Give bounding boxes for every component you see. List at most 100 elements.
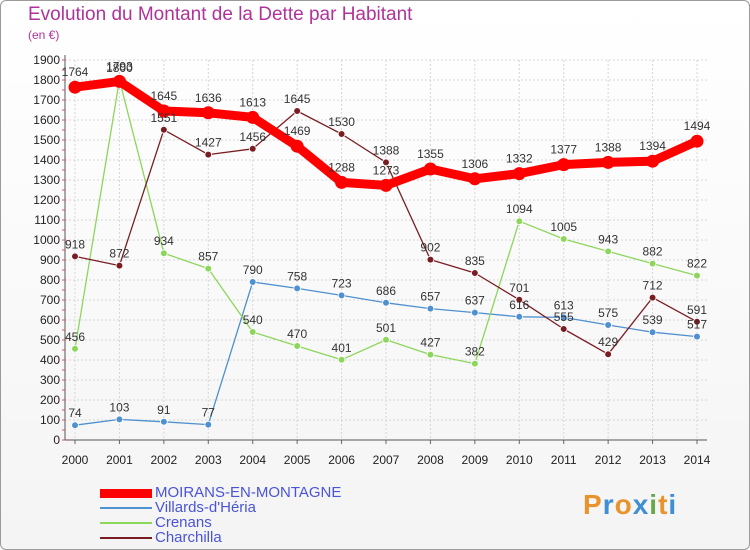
data-label: 822 <box>687 257 707 271</box>
data-label: 456 <box>65 330 85 344</box>
data-point <box>471 269 479 277</box>
data-point <box>423 162 437 176</box>
data-point <box>115 261 124 270</box>
data-point <box>382 298 390 307</box>
data-label: 103 <box>109 400 129 414</box>
data-label: 1793 <box>106 59 133 73</box>
data-point <box>557 158 571 172</box>
legend-swatch <box>100 537 152 540</box>
data-label: 1377 <box>550 143 577 157</box>
data-label: 517 <box>687 318 707 332</box>
data-point <box>601 155 615 169</box>
data-label: 657 <box>420 290 440 304</box>
data-label: 934 <box>154 234 174 248</box>
data-point <box>71 421 79 430</box>
data-point <box>515 312 524 321</box>
legend-label: Crenans <box>155 514 212 531</box>
legend-item-charchilla[interactable]: Charchilla <box>100 530 341 545</box>
data-point <box>246 110 260 124</box>
data-point <box>471 359 479 368</box>
y-tick-label: 1100 <box>34 213 60 227</box>
data-point <box>515 217 524 226</box>
data-point <box>337 130 346 138</box>
data-label: 1273 <box>373 163 400 177</box>
x-tick-label: 2014 <box>684 453 711 467</box>
y-tick-label: 600 <box>40 313 60 327</box>
data-point <box>248 278 257 286</box>
data-label: 790 <box>243 263 263 277</box>
data-label: 1005 <box>550 220 577 234</box>
x-tick-label: 2009 <box>462 453 489 467</box>
data-label: 427 <box>420 336 440 350</box>
data-point <box>426 255 435 264</box>
data-point <box>337 355 346 364</box>
data-label: 1613 <box>239 95 266 109</box>
data-point <box>379 178 393 192</box>
legend: MOIRANS-EN-MONTAGNE Villards-d'Héria Cre… <box>100 485 341 545</box>
legend-item-crenans[interactable]: Crenans <box>100 515 341 530</box>
data-point <box>471 308 479 317</box>
y-tick-label: 1200 <box>33 193 60 207</box>
data-point <box>112 74 126 88</box>
logo-letter: o <box>614 489 633 520</box>
data-point <box>71 252 79 261</box>
logo-letter: t <box>658 489 669 520</box>
data-point <box>337 291 346 300</box>
legend-item-moirans[interactable]: MOIRANS-EN-MONTAGNE <box>100 485 341 500</box>
data-point <box>648 328 657 337</box>
data-label: 943 <box>598 232 618 246</box>
legend-swatch <box>100 507 152 510</box>
y-tick-label: 1600 <box>33 113 60 127</box>
y-unit-label: (en €) <box>28 28 60 42</box>
data-label: 1530 <box>328 115 355 129</box>
data-label: 401 <box>332 341 352 355</box>
data-point <box>204 264 213 273</box>
proxiti-logo: Proxiti <box>583 489 677 521</box>
data-label: 540 <box>243 313 263 327</box>
chart-title: Evolution du Montant de la Dette par Hab… <box>28 4 413 25</box>
data-point <box>690 134 704 148</box>
data-label: 1394 <box>639 139 666 153</box>
x-tick-label: 2010 <box>506 453 533 467</box>
data-label: 539 <box>643 313 663 327</box>
data-label: 1388 <box>595 140 622 154</box>
data-label: 74 <box>68 406 82 420</box>
data-point <box>160 126 168 134</box>
data-point <box>157 104 171 118</box>
data-point <box>382 158 390 167</box>
data-point <box>293 107 301 115</box>
data-point <box>559 325 568 333</box>
x-tick-label: 2006 <box>328 453 355 467</box>
data-point <box>648 259 657 268</box>
data-point <box>512 167 526 181</box>
data-point <box>68 80 82 94</box>
data-label: 1427 <box>195 136 222 150</box>
data-label: 575 <box>598 306 618 320</box>
x-tick-label: 2012 <box>595 453 622 467</box>
data-label: 712 <box>643 279 663 293</box>
data-point <box>559 313 568 322</box>
data-label: 1456 <box>239 130 266 144</box>
data-point <box>604 321 612 329</box>
data-point <box>335 175 349 189</box>
data-label: 77 <box>202 406 216 420</box>
data-point <box>204 150 213 159</box>
data-point <box>426 304 435 313</box>
data-point <box>160 249 168 258</box>
data-point <box>115 415 124 424</box>
data-label: 1332 <box>506 152 533 166</box>
data-point <box>293 342 301 350</box>
y-tick-label: 1700 <box>33 93 60 107</box>
legend-item-villards[interactable]: Villards-d'Héria <box>100 500 341 515</box>
y-tick-label: 500 <box>40 333 60 347</box>
data-point <box>426 350 435 359</box>
data-point <box>646 154 660 168</box>
data-label: 1800 <box>106 61 133 75</box>
y-tick-label: 800 <box>40 273 60 287</box>
y-tick-label: 900 <box>40 253 60 267</box>
data-label: 1388 <box>373 143 400 157</box>
data-label: 1764 <box>62 65 89 79</box>
data-label: 1494 <box>684 119 711 133</box>
logo-letter: r <box>602 489 615 520</box>
